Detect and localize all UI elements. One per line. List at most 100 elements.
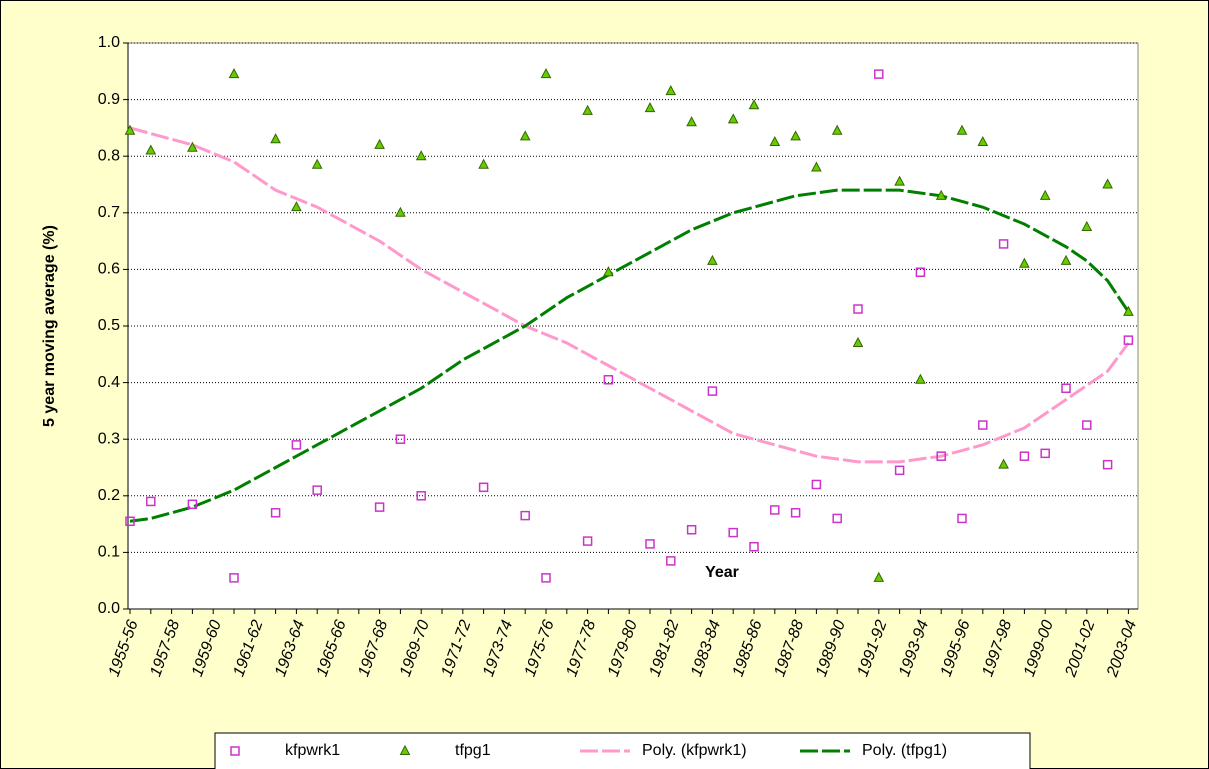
data-point bbox=[915, 267, 926, 277]
data-point bbox=[1123, 305, 1134, 316]
data-point bbox=[748, 99, 760, 110]
data-point bbox=[291, 201, 302, 212]
data-point bbox=[1102, 459, 1113, 470]
data-point bbox=[644, 102, 656, 113]
data-point bbox=[187, 499, 198, 510]
data-point bbox=[1082, 420, 1092, 430]
y-tick-label: 1.0 bbox=[98, 34, 120, 51]
trend-line bbox=[129, 126, 1130, 464]
data-point bbox=[229, 573, 239, 583]
data-point bbox=[1123, 335, 1134, 345]
data-point bbox=[686, 116, 697, 127]
data-point bbox=[1081, 220, 1093, 231]
data-point bbox=[582, 104, 593, 115]
data-point bbox=[312, 485, 322, 495]
legend-label: Poly. (kfpwrk1) bbox=[642, 742, 747, 759]
trend-line bbox=[129, 188, 1130, 523]
legend-label: tfpg1 bbox=[455, 742, 491, 759]
data-point bbox=[894, 465, 905, 476]
data-point bbox=[956, 124, 968, 135]
data-point bbox=[1019, 257, 1030, 268]
legend-swatch bbox=[230, 746, 240, 756]
data-point bbox=[374, 138, 385, 149]
x-axis-title: Year bbox=[705, 564, 739, 581]
data-point bbox=[831, 124, 843, 135]
data-point bbox=[145, 144, 157, 155]
y-tick-label: 0.6 bbox=[98, 261, 120, 278]
data-point bbox=[228, 68, 240, 79]
data-point bbox=[811, 161, 822, 172]
data-point bbox=[977, 135, 989, 147]
data-point bbox=[707, 386, 718, 396]
y-tick-label: 0.1 bbox=[98, 544, 120, 561]
data-point bbox=[124, 124, 136, 135]
data-point bbox=[125, 516, 135, 527]
y-tick-label: 0.3 bbox=[98, 430, 120, 447]
data-point bbox=[998, 239, 1009, 249]
y-tick-label: 0.2 bbox=[98, 487, 120, 504]
data-point bbox=[416, 491, 426, 501]
data-point bbox=[146, 496, 156, 507]
data-point bbox=[582, 536, 593, 546]
legend-box bbox=[214, 732, 1031, 769]
data-point bbox=[520, 510, 530, 521]
data-point bbox=[311, 158, 323, 169]
data-point bbox=[769, 135, 781, 147]
legend-swatch bbox=[399, 744, 411, 755]
data-point bbox=[853, 304, 863, 314]
y-tick-label: 0.5 bbox=[98, 317, 120, 334]
data-point bbox=[1039, 189, 1051, 200]
y-tick-label: 0.9 bbox=[98, 91, 120, 108]
data-point bbox=[645, 539, 655, 549]
data-point bbox=[686, 525, 697, 535]
y-tick-label: 0.0 bbox=[98, 600, 120, 617]
data-point bbox=[374, 502, 385, 512]
data-point bbox=[727, 113, 739, 124]
data-point bbox=[603, 266, 614, 277]
data-point bbox=[790, 130, 801, 141]
data-point bbox=[603, 375, 614, 385]
data-point bbox=[187, 141, 198, 152]
data-point bbox=[852, 336, 864, 347]
data-point bbox=[478, 482, 489, 493]
data-point bbox=[395, 206, 406, 217]
legend-label: Poly. (tfpg1) bbox=[862, 742, 947, 759]
y-axis-title: 5 year moving average (%) bbox=[41, 225, 58, 427]
data-point bbox=[1040, 448, 1050, 459]
data-point bbox=[749, 541, 759, 552]
data-point bbox=[1061, 383, 1071, 394]
data-point bbox=[894, 175, 905, 186]
data-point bbox=[1019, 451, 1030, 461]
data-point bbox=[665, 85, 677, 96]
data-point bbox=[478, 158, 489, 169]
data-point bbox=[998, 458, 1009, 469]
data-point bbox=[978, 420, 988, 430]
data-point bbox=[395, 434, 406, 444]
data-point bbox=[915, 373, 926, 384]
data-point bbox=[957, 513, 967, 524]
data-point bbox=[873, 571, 885, 582]
data-point bbox=[291, 440, 302, 450]
data-point bbox=[811, 479, 822, 490]
data-point bbox=[790, 508, 801, 518]
data-point bbox=[874, 69, 884, 79]
data-point bbox=[415, 150, 427, 161]
data-point bbox=[832, 513, 842, 524]
data-point bbox=[935, 189, 947, 200]
data-point bbox=[1102, 178, 1113, 189]
data-point bbox=[270, 508, 281, 518]
data-point bbox=[728, 527, 738, 538]
data-point bbox=[707, 254, 718, 265]
data-point bbox=[666, 556, 676, 566]
legend: kfpwrk1 tfpg1 Poly. (kfpwrk1) Poly. (tfpg1) bbox=[214, 732, 1031, 769]
data-point bbox=[541, 573, 551, 583]
y-tick-label: 0.7 bbox=[98, 204, 120, 221]
y-tick-label: 0.4 bbox=[98, 374, 120, 391]
data-point bbox=[770, 505, 780, 515]
data-point bbox=[936, 451, 946, 461]
data-point bbox=[540, 68, 552, 79]
data-point bbox=[270, 133, 281, 144]
data-point bbox=[519, 130, 531, 141]
data-point bbox=[1060, 254, 1072, 265]
